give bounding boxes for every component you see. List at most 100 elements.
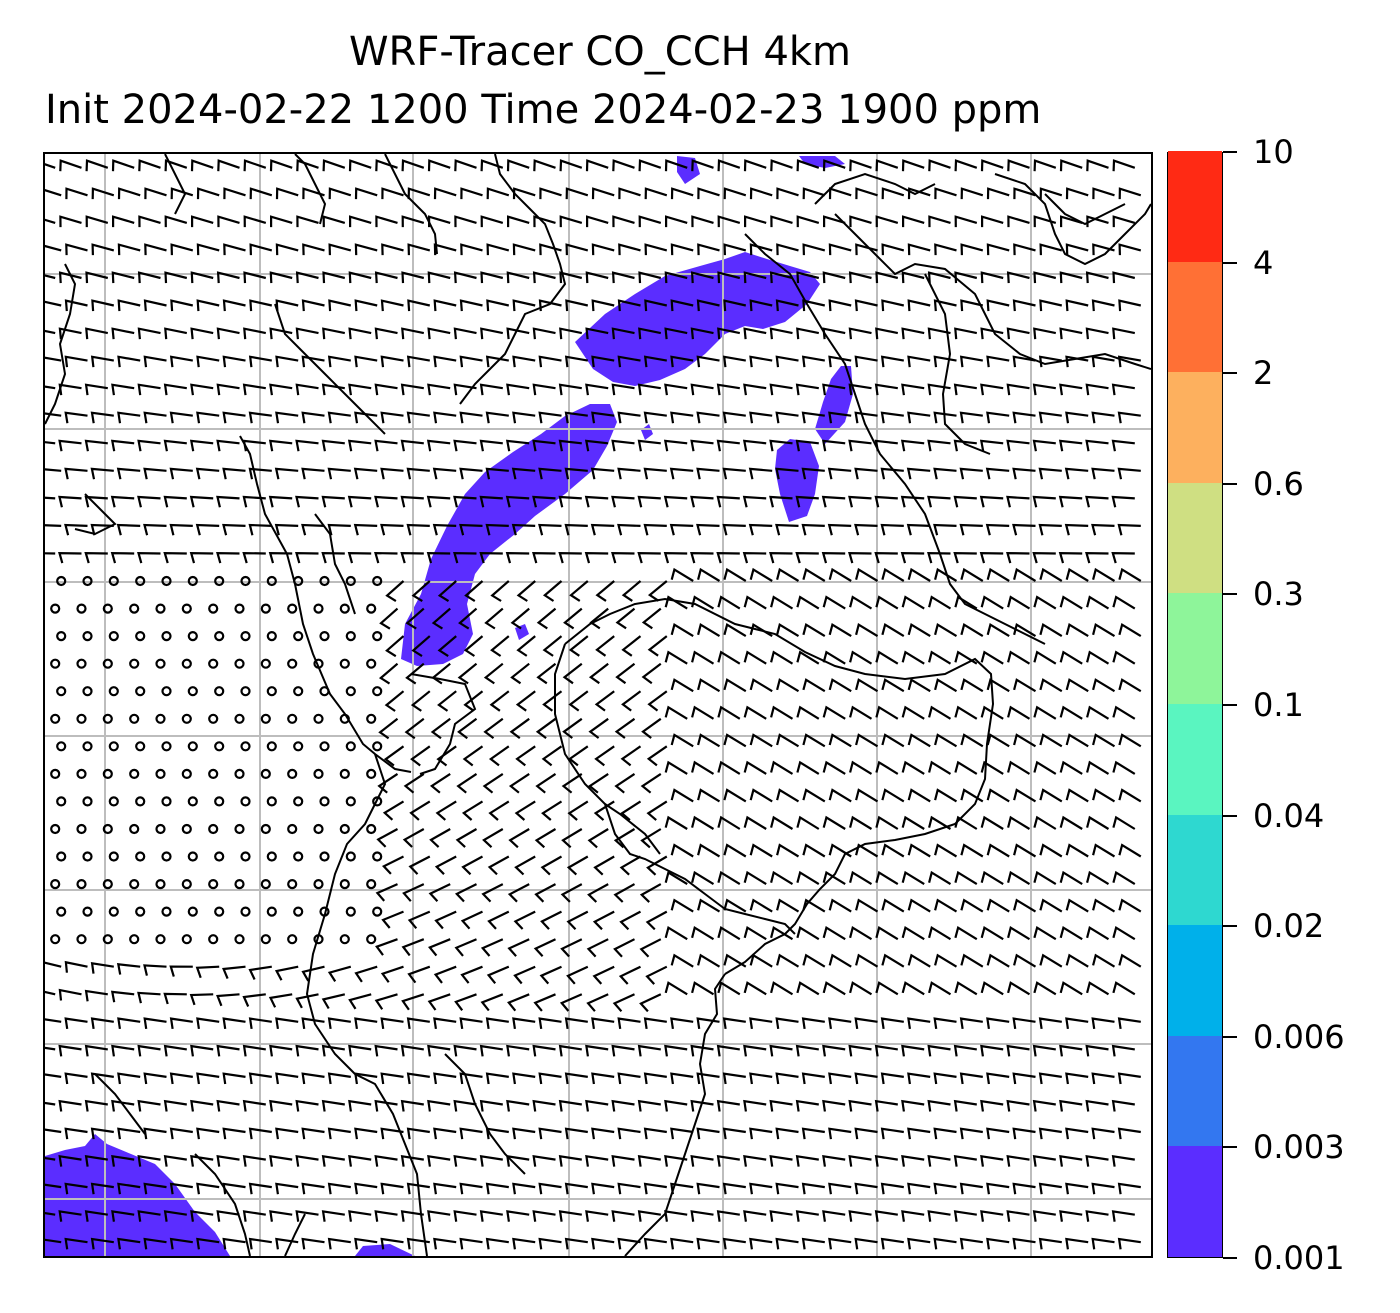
wind-barb: [506, 327, 530, 340]
wind-barb: [647, 580, 668, 602]
colorbar-tick-label: 10: [1253, 133, 1294, 171]
wind-barb: [663, 551, 688, 564]
wind-barb: [84, 495, 108, 508]
wind-barb: [427, 271, 451, 284]
calm-wind-marker: [366, 603, 377, 614]
coastline: [834, 213, 1151, 370]
wind-barb: [1092, 953, 1116, 968]
wind-barb: [1013, 843, 1037, 858]
calm-wind-marker: [345, 741, 356, 752]
calm-wind-marker: [372, 631, 383, 642]
calm-wind-marker: [372, 851, 383, 862]
calm-wind-marker: [102, 658, 113, 669]
wind-barb: [749, 1127, 773, 1140]
wind-barb: [243, 215, 267, 228]
calm-wind-marker: [76, 934, 87, 945]
wind-barb: [690, 1154, 714, 1167]
wind-barb: [532, 1154, 556, 1167]
wind-barb: [1013, 567, 1037, 582]
wind-barb: [591, 299, 615, 312]
wind-barb: [855, 678, 879, 693]
wind-barb: [269, 159, 293, 172]
wind-barb: [454, 938, 477, 957]
wind-barb: [927, 327, 951, 340]
wind-barb: [1012, 299, 1036, 312]
wind-barb: [907, 411, 931, 424]
co-plume: [641, 424, 653, 440]
wind-barb: [696, 1127, 720, 1140]
wind-barb: [90, 1127, 114, 1140]
wind-barb: [84, 989, 108, 1002]
wind-barb: [242, 383, 266, 396]
wind-barb: [743, 815, 767, 830]
wind-barb: [564, 467, 588, 480]
wind-barb: [479, 1210, 503, 1222]
coastline: [554, 643, 796, 935]
wind-barb: [980, 383, 1004, 396]
wind-barb: [637, 439, 661, 452]
wind-barb: [612, 215, 635, 228]
wind-barb: [849, 650, 873, 665]
wind-barb: [170, 243, 194, 256]
wind-barb: [542, 580, 563, 602]
wind-barb: [717, 760, 741, 775]
wind-barb: [432, 523, 457, 536]
wind-barb: [540, 910, 562, 930]
wind-barb: [195, 467, 220, 480]
wind-barb: [986, 1182, 1010, 1195]
wind-barb: [558, 551, 582, 564]
wind-barb: [801, 355, 825, 368]
wind-barb: [269, 1044, 293, 1057]
wind-barb: [354, 965, 378, 983]
wind-barb: [881, 243, 905, 256]
wind-barb: [1013, 788, 1037, 803]
wind-barb: [558, 1154, 582, 1167]
wind-barb: [954, 870, 978, 886]
wind-barb: [770, 159, 793, 172]
wind-barb: [91, 187, 115, 200]
wind-barb: [743, 650, 767, 665]
wind-barb: [690, 551, 714, 564]
wind-barb: [456, 772, 478, 794]
wind-barb: [591, 1237, 615, 1250]
wind-barb: [638, 215, 662, 228]
calm-wind-marker: [102, 603, 113, 614]
wind-barb: [407, 910, 431, 930]
calm-wind-marker: [345, 906, 356, 917]
wind-barb: [510, 662, 530, 685]
wind-barb: [776, 243, 799, 256]
wind-barb: [612, 993, 635, 1013]
wind-barb: [802, 678, 826, 693]
wind-barb: [1091, 1237, 1115, 1250]
coastline: [459, 154, 567, 405]
colorbar-segment: [1168, 150, 1222, 262]
wind-barb: [433, 187, 457, 200]
wind-barb: [775, 1072, 799, 1085]
wind-barb: [542, 635, 563, 657]
wind-barb: [641, 717, 662, 739]
wind-barb: [406, 1072, 430, 1085]
wind-barb: [270, 215, 293, 228]
wind-barb: [1059, 1210, 1083, 1222]
wind-barb: [954, 271, 978, 284]
wind-barb: [1033, 760, 1057, 775]
wind-barb: [433, 299, 457, 312]
wind-barb: [927, 271, 951, 284]
wind-barb: [429, 772, 451, 794]
wind-barb: [90, 523, 114, 536]
wind-barb: [1059, 925, 1083, 941]
colorbar-segment: [1168, 1035, 1222, 1147]
wind-barb: [664, 271, 688, 284]
wind-barb: [776, 567, 800, 582]
calm-wind-marker: [313, 713, 324, 724]
wind-barb: [638, 271, 662, 284]
calm-wind-marker: [366, 658, 377, 669]
wind-barb: [696, 1237, 720, 1250]
wind-barb: [611, 327, 635, 340]
wind-barb: [986, 1127, 1010, 1140]
calm-wind-marker: [234, 934, 245, 945]
wind-barb: [275, 355, 299, 368]
wind-barb: [138, 159, 161, 172]
wind-barb: [613, 938, 635, 958]
wind-barb: [586, 993, 609, 1012]
